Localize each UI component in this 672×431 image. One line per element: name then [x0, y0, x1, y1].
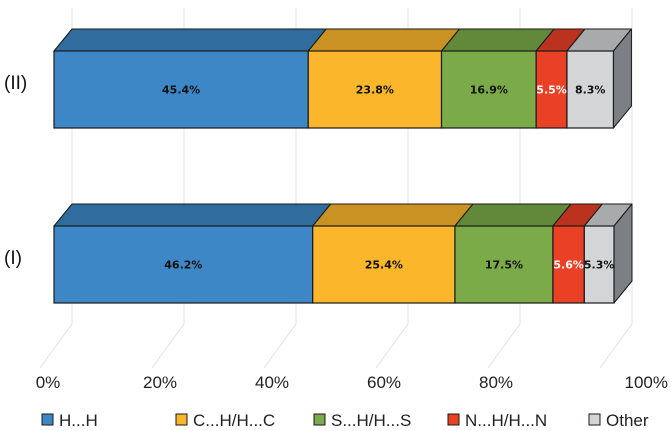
bar-segment [535, 50, 568, 129]
legend-item: N...H/H...N [447, 411, 547, 430]
data-label: 16.9% [470, 84, 508, 97]
bar-segment [53, 225, 314, 304]
bar-segment-top [307, 28, 461, 52]
legend-label: C...H/H...C [193, 411, 275, 430]
category-label: (II) [4, 73, 27, 94]
bar-segment-top [53, 203, 332, 227]
legend-swatch [447, 413, 460, 426]
bars-layer: 45.4% 23.8% 16.9% 5.5% 8.3% 46.2% 25.4% 17.5% 5.… [53, 28, 633, 304]
gridline [375, 323, 409, 369]
legend-item: H...H [41, 411, 98, 430]
data-label: 5.3% [584, 259, 615, 272]
legend-item: Other [588, 411, 649, 430]
bar-segment [454, 225, 554, 304]
legend-label: N...H/H...N [465, 411, 547, 430]
category-label: (I) [4, 248, 22, 269]
data-label: 25.4% [365, 259, 403, 272]
legend-item: S...H/H...S [313, 411, 411, 430]
bar-segment [307, 50, 443, 129]
legend-swatch [588, 413, 601, 426]
bar-segment-top [454, 203, 572, 227]
x-tick-label: 40% [255, 373, 289, 392]
data-label: 45.4% [162, 84, 200, 97]
legend: H...H C...H/H...C S...H/H...S N...H/H...… [41, 411, 649, 430]
data-label: 17.5% [485, 259, 523, 272]
gridline [151, 323, 185, 369]
bar-segment-top [441, 28, 555, 52]
legend-label: H...H [59, 411, 98, 430]
x-tick-label: 0% [36, 373, 61, 392]
legend-swatch [41, 413, 54, 426]
bar-segment [440, 50, 537, 129]
x-tick-label: 80% [479, 373, 513, 392]
bar-segment [312, 225, 456, 304]
gridline [263, 323, 297, 369]
legend-swatch [313, 413, 326, 426]
legend-label: Other [606, 411, 649, 430]
data-label: 8.3% [575, 84, 606, 97]
gridline [599, 323, 633, 369]
bar-segment-top [312, 203, 474, 227]
data-label: 5.6% [553, 259, 584, 272]
gridline [39, 323, 73, 369]
x-axis-ticks: 0% 20% 40% 60% 80% 100% [36, 373, 668, 392]
x-tick-label: 60% [367, 373, 401, 392]
category-labels: (II) (I) [4, 73, 27, 269]
x-tick-label: 20% [143, 373, 177, 392]
bar-segment [566, 50, 615, 129]
gridline [487, 323, 521, 369]
data-label: 5.5% [536, 84, 567, 97]
legend-label: S...H/H...S [331, 411, 411, 430]
bar-segment-top [53, 28, 327, 52]
x-tick-label: 100% [625, 373, 668, 392]
bar-segment [583, 225, 615, 304]
legend-swatch [175, 413, 188, 426]
legend-item: C...H/H...C [175, 411, 275, 430]
data-label: 23.8% [356, 84, 394, 97]
data-label: 46.2% [164, 259, 202, 272]
